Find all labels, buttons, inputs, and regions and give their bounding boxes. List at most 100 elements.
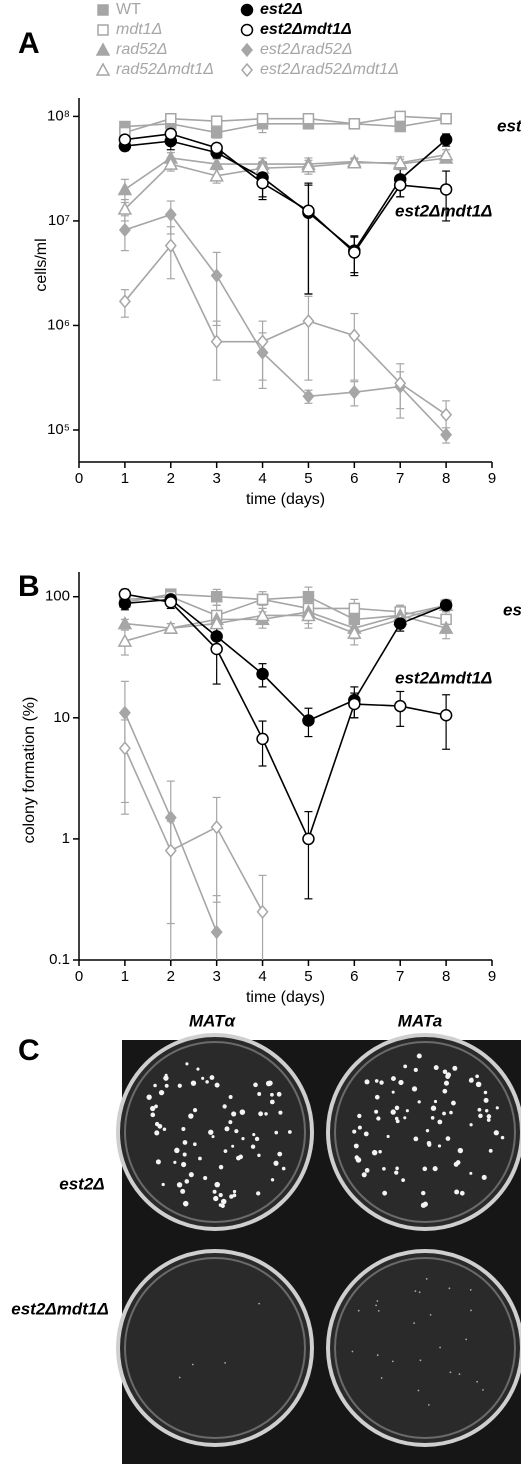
colony: [413, 1067, 418, 1073]
data-point: [348, 118, 361, 130]
data-point: [393, 178, 407, 192]
colony: [425, 1278, 428, 1280]
data-point: [210, 924, 223, 940]
series-line: [124, 133, 447, 254]
colony: [154, 1104, 158, 1109]
colony: [500, 1135, 505, 1140]
data-point: [117, 633, 133, 647]
colony: [361, 1172, 367, 1178]
colony: [391, 1090, 395, 1094]
colony: [223, 1149, 228, 1153]
colony: [486, 1118, 491, 1122]
colony: [232, 1189, 237, 1194]
colony: [469, 1077, 474, 1082]
colony: [374, 1109, 379, 1114]
error-bar: [304, 811, 313, 900]
data-point: [256, 732, 269, 746]
colony: [493, 1130, 499, 1136]
colony: [198, 1156, 202, 1161]
colony: [377, 1309, 380, 1312]
error-bar: [212, 796, 221, 903]
data-point: [163, 620, 179, 634]
colony: [256, 1191, 261, 1196]
colony: [232, 1193, 237, 1198]
colony: [269, 1099, 275, 1105]
colony: [153, 1083, 157, 1088]
plate: [326, 1033, 521, 1231]
colony: [220, 1198, 227, 1205]
data-point: [348, 602, 361, 615]
colony: [191, 1363, 194, 1366]
data-point: [118, 705, 131, 720]
legend-marker: [241, 62, 253, 78]
colony: [430, 1116, 435, 1120]
data-point: [256, 593, 269, 606]
colony: [420, 1202, 427, 1208]
colony: [483, 1090, 488, 1095]
colony: [442, 1088, 448, 1094]
colony: [413, 1136, 419, 1142]
legend-marker: [97, 24, 109, 36]
colony: [238, 1154, 244, 1160]
error-bar: [442, 694, 451, 750]
x-tick-label: 1: [121, 470, 129, 487]
colony: [437, 1119, 443, 1125]
colony: [364, 1168, 370, 1173]
colony: [214, 1082, 220, 1088]
data-point: [163, 156, 179, 170]
data-point: [439, 133, 453, 146]
data-point: [164, 810, 177, 825]
series-line: [124, 747, 264, 913]
colony: [182, 1140, 188, 1145]
series-line: [124, 593, 447, 842]
colony: [390, 1109, 396, 1115]
data-point: [438, 620, 454, 634]
colony: [403, 1116, 407, 1120]
colony: [205, 1080, 209, 1084]
colony: [287, 1130, 292, 1134]
error-bar: [212, 320, 221, 381]
colony: [253, 1082, 258, 1088]
data-point: [164, 127, 178, 141]
data-point: [440, 407, 453, 422]
y-axis-label: colony formation (%): [21, 697, 38, 844]
series-line: [124, 593, 447, 621]
series-line: [124, 138, 447, 252]
error-bar: [304, 182, 313, 295]
x-axis-label: time (days): [246, 989, 325, 1006]
data-point: [118, 133, 132, 146]
colony: [378, 1150, 382, 1154]
colony: [181, 1161, 187, 1168]
colony: [476, 1380, 479, 1383]
colony: [422, 1166, 428, 1172]
x-tick-label: 3: [212, 470, 220, 487]
colony: [231, 1111, 237, 1117]
colony: [188, 1113, 194, 1119]
data-point: [164, 207, 177, 222]
x-tick-label: 8: [442, 968, 450, 985]
data-point: [210, 126, 223, 139]
colony: [353, 1143, 359, 1149]
x-tick-label: 3: [212, 968, 220, 985]
colony: [273, 1160, 279, 1166]
legend-label: mdt1Δ: [116, 21, 162, 38]
legend-label: WT: [116, 1, 141, 18]
data-point: [439, 183, 453, 196]
y-tick-label: 100: [45, 588, 70, 605]
legend-label: rad52Δ: [116, 41, 168, 58]
colony: [222, 1104, 227, 1109]
error-bar: [212, 251, 221, 327]
annotation: est2Δmdt1Δ: [395, 201, 492, 220]
data-point: [302, 204, 315, 218]
data-point: [439, 708, 453, 722]
data-point: [118, 294, 131, 309]
x-tick-label: 4: [258, 968, 266, 985]
y-tick-label: 10⁷: [48, 212, 70, 229]
series-line: [124, 598, 447, 722]
colony: [254, 1136, 260, 1142]
colony: [192, 1108, 198, 1113]
colony: [419, 1359, 422, 1362]
colony: [163, 1075, 169, 1081]
colony: [241, 1137, 245, 1141]
series-line: [124, 157, 447, 191]
